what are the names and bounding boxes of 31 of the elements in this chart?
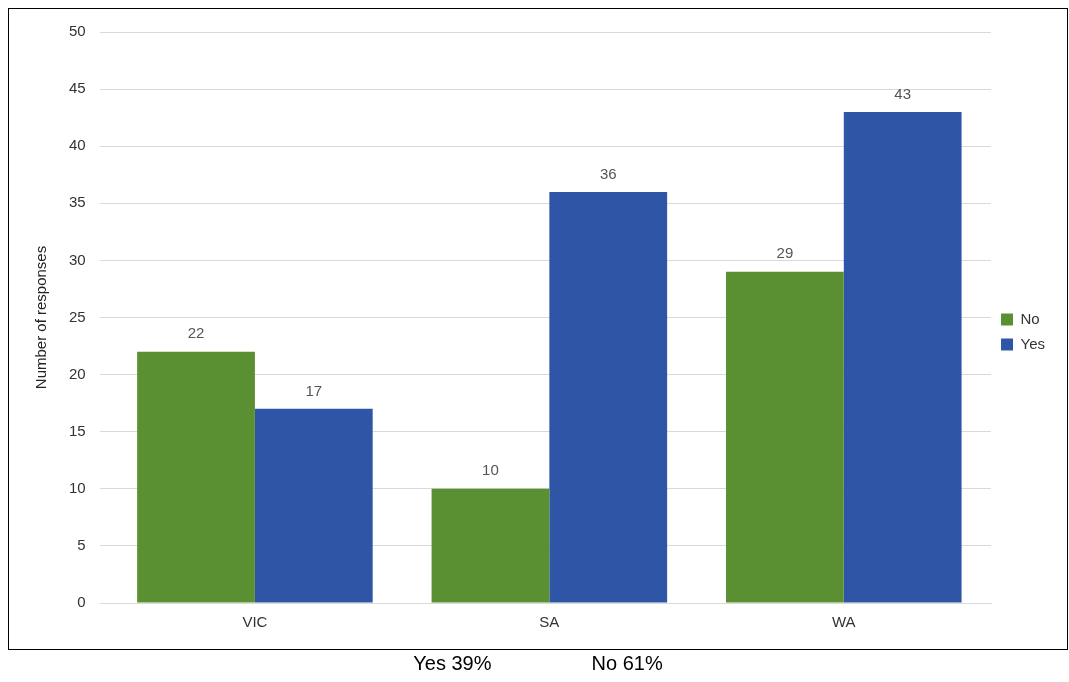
x-tick-label: SA xyxy=(539,613,560,631)
y-tick-label: 25 xyxy=(69,307,86,325)
bar xyxy=(549,191,668,603)
bar xyxy=(254,408,373,603)
text: Yes 39% xyxy=(413,652,492,675)
y-tick-label: 20 xyxy=(69,364,86,382)
y-tick-label: 45 xyxy=(69,79,86,97)
bar xyxy=(137,351,255,603)
bar xyxy=(726,271,844,603)
y-tick-label: 50 xyxy=(69,22,86,40)
y-tick-label: 15 xyxy=(69,421,86,439)
text: No 61% xyxy=(591,652,663,675)
y-axis-title: Number of responses xyxy=(32,245,50,390)
data-label: 29 xyxy=(776,244,794,262)
y-tick-label: 30 xyxy=(69,250,86,268)
y-tick-label: 40 xyxy=(69,136,86,154)
y-tick-label: 5 xyxy=(77,536,86,554)
data-label: 43 xyxy=(894,84,912,102)
legend-label: No xyxy=(1020,309,1040,327)
legend-label: Yes xyxy=(1020,334,1046,352)
data-label: 22 xyxy=(187,324,205,342)
data-label: 10 xyxy=(482,461,499,479)
y-tick-label: 10 xyxy=(69,478,86,496)
bar xyxy=(431,488,550,603)
x-tick-label: WA xyxy=(832,613,856,631)
y-tick-label: 35 xyxy=(69,193,86,211)
data-label: 36 xyxy=(599,164,617,182)
bar xyxy=(843,111,962,603)
y-tick-label: 0 xyxy=(77,593,86,611)
data-label: 17 xyxy=(305,381,323,399)
x-tick-label: VIC xyxy=(242,613,268,631)
